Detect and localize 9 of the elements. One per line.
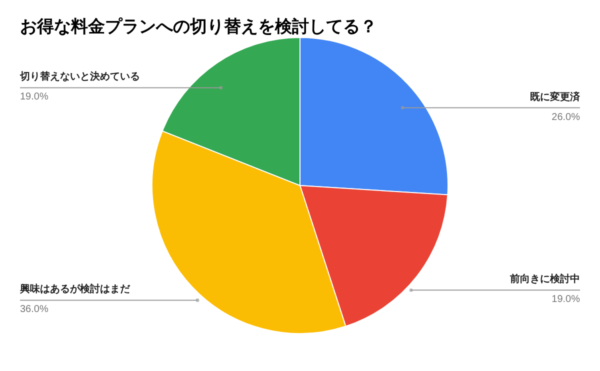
data-label: 26.0% bbox=[552, 112, 580, 123]
data-label: 19.0% bbox=[552, 294, 580, 306]
chart-title: お得な料金プランへの切り替えを検討してる？ bbox=[20, 17, 377, 36]
slice-label: 切り替えないと決めている bbox=[19, 70, 140, 83]
slice-label: 興味はあるが検討はまだ bbox=[19, 283, 131, 296]
data-label: 19.0% bbox=[20, 92, 48, 103]
slice-label: 既に変更済 bbox=[530, 90, 581, 103]
slice-label: 前向きに検討中 bbox=[509, 273, 580, 286]
data-label: 36.0% bbox=[20, 304, 48, 316]
